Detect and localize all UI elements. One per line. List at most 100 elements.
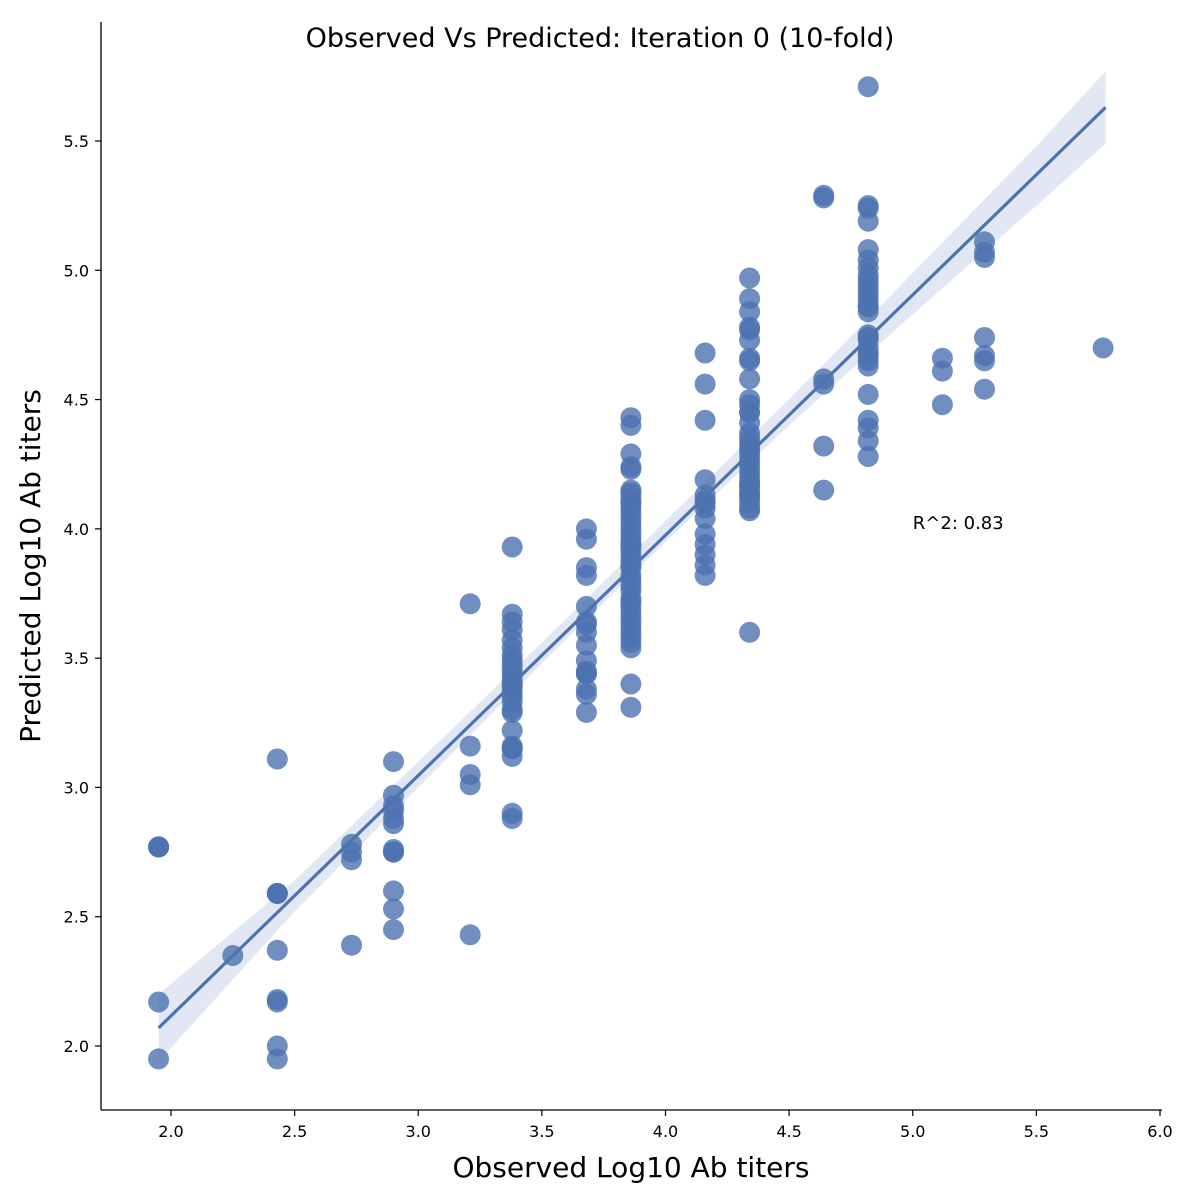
data-point (694, 373, 716, 395)
data-point (813, 479, 835, 501)
data-point (739, 621, 761, 643)
y-tick-label: 5.5 (64, 132, 89, 151)
data-point (148, 991, 170, 1013)
data-point (383, 898, 404, 920)
y-tick-label: 2.0 (64, 1037, 89, 1056)
data-point (620, 414, 642, 436)
y-tick-label: 5.0 (64, 261, 89, 280)
data-point (694, 564, 716, 586)
data-point (459, 593, 481, 615)
data-point (459, 735, 481, 757)
data-point (857, 296, 879, 317)
data-point (575, 564, 597, 586)
data-point (459, 924, 481, 946)
data-point (694, 469, 716, 491)
y-tick-label: 3.0 (64, 778, 89, 797)
x-ticks: 2.0 2.5 3.0 3.5 4.0 4.5 5.0 5.5 6.0 (158, 1110, 1173, 1141)
x-tick-label: 3.0 (406, 1122, 431, 1141)
data-point (857, 280, 879, 302)
data-point (694, 409, 716, 431)
data-point (857, 383, 879, 405)
data-point (620, 554, 642, 576)
data-point (739, 368, 761, 390)
y-tick-label: 4.0 (64, 520, 89, 539)
x-tick-label: 2.0 (158, 1122, 183, 1141)
data-point (266, 939, 288, 961)
data-point (931, 394, 953, 416)
x-tick-label: 5.5 (1024, 1122, 1049, 1141)
data-point (813, 187, 835, 209)
data-point (575, 663, 597, 685)
data-points-layer (148, 76, 1114, 1070)
data-point (974, 246, 995, 268)
data-point (575, 701, 597, 723)
data-point (459, 774, 481, 796)
data-point (341, 934, 362, 956)
data-point (620, 696, 642, 718)
data-point (501, 745, 523, 767)
data-point (383, 919, 404, 941)
data-point (620, 637, 642, 659)
data-point (383, 813, 404, 835)
data-point (857, 76, 879, 98)
data-point (620, 492, 642, 514)
chart-title: Observed Vs Predicted: Iteration 0 (10-f… (306, 23, 895, 54)
data-point (857, 446, 879, 467)
data-point (739, 301, 761, 323)
y-tick-label: 2.5 (64, 908, 89, 927)
data-point (501, 808, 523, 829)
data-point (383, 751, 404, 773)
data-point (341, 849, 362, 871)
data-point (739, 500, 761, 522)
x-tick-label: 2.5 (282, 1122, 307, 1141)
data-point (266, 991, 288, 1013)
data-point (813, 373, 835, 395)
data-point (739, 267, 761, 289)
data-point (266, 748, 288, 770)
data-point (857, 342, 879, 364)
data-point (813, 435, 835, 457)
x-tick-label: 4.0 (653, 1122, 678, 1141)
data-point (1092, 337, 1114, 359)
data-point (739, 402, 761, 423)
data-point (501, 701, 523, 723)
data-point (148, 1048, 170, 1070)
data-point (383, 880, 404, 902)
data-point (974, 327, 995, 348)
data-point (974, 350, 995, 372)
data-point (739, 484, 761, 506)
regression-line-layer (157, 106, 1107, 1030)
data-point (383, 841, 404, 863)
data-point (266, 882, 288, 904)
y-ticks: 2.0 2.5 3.0 3.5 4.0 4.5 5.0 5.5 (64, 132, 101, 1056)
data-point (857, 210, 879, 232)
x-tick-label: 4.5 (776, 1122, 801, 1141)
y-tick-label: 3.5 (64, 649, 89, 668)
data-point (620, 458, 642, 480)
data-point (575, 595, 597, 617)
data-point (974, 378, 995, 400)
data-point (148, 836, 170, 858)
data-point (575, 528, 597, 550)
data-point (739, 350, 761, 372)
data-point (739, 329, 761, 351)
data-point (857, 430, 879, 452)
data-point (620, 533, 642, 555)
data-point (620, 590, 642, 612)
x-axis-title: Observed Log10 Ab titers (452, 1151, 809, 1184)
data-point (694, 508, 716, 529)
data-point (931, 360, 953, 382)
regression-line (157, 106, 1107, 1030)
data-point (620, 673, 642, 695)
x-tick-label: 6.0 (1147, 1122, 1172, 1141)
x-tick-label: 3.5 (529, 1122, 554, 1141)
y-axis-title: Predicted Log10 Ab titers (14, 389, 47, 743)
r-squared-annotation: R^2: 0.83 (913, 513, 1004, 534)
data-point (575, 634, 597, 656)
data-point (501, 720, 523, 741)
data-point (694, 342, 716, 364)
y-tick-label: 4.5 (64, 391, 89, 410)
x-tick-label: 5.0 (900, 1122, 925, 1141)
data-point (575, 683, 597, 705)
